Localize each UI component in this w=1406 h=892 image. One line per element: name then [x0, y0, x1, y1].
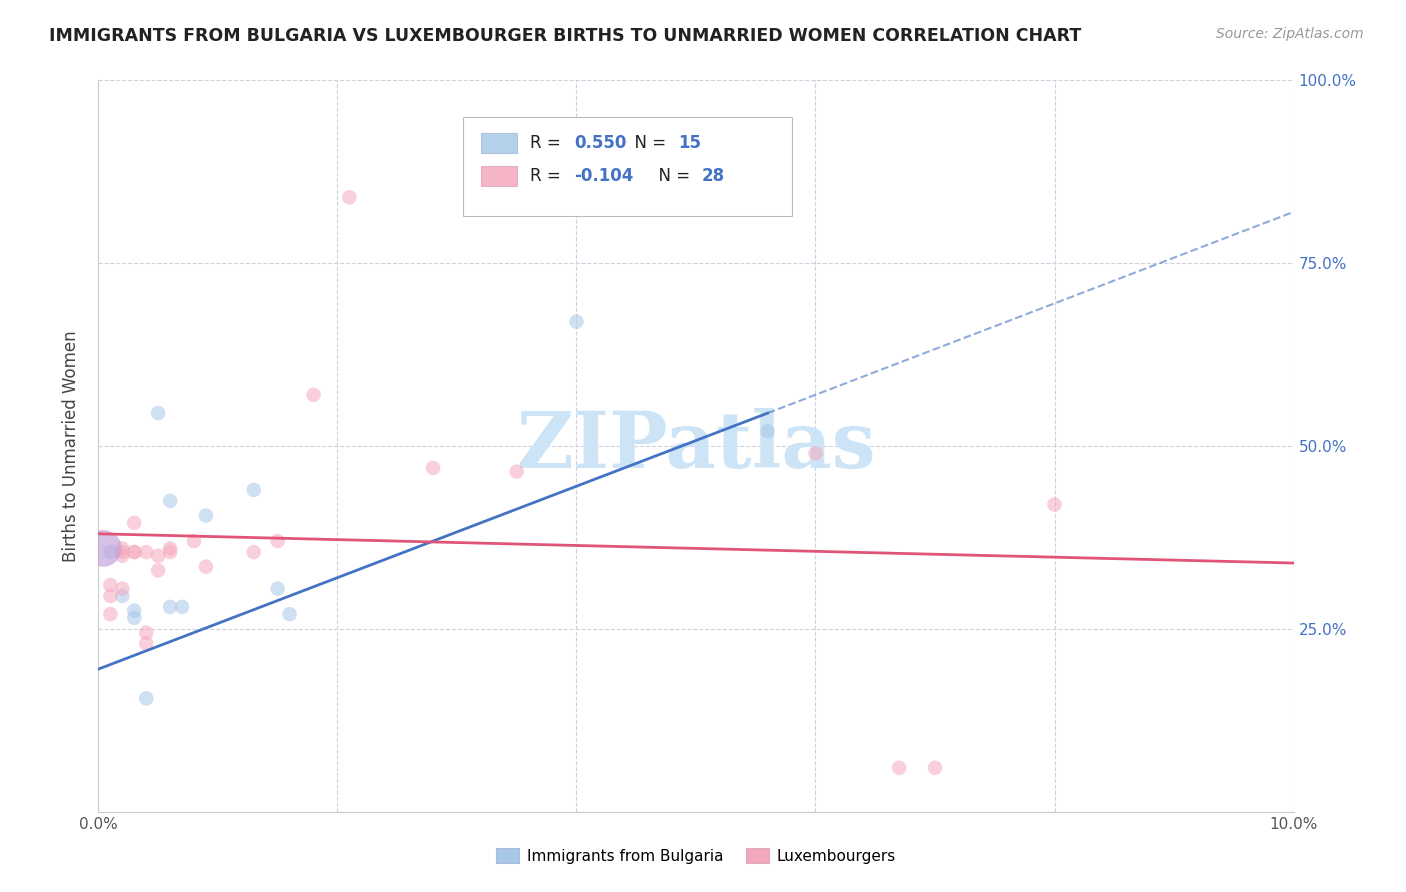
Point [111, 541, 134, 556]
Point [1043, 498, 1066, 512]
Point [302, 388, 325, 402]
Text: N =: N = [648, 167, 696, 186]
Point [111, 589, 134, 603]
Point [756, 425, 779, 439]
FancyBboxPatch shape [481, 166, 517, 186]
Point [98, 607, 122, 622]
Y-axis label: Births to Unmarried Women: Births to Unmarried Women [62, 330, 80, 562]
Point [98, 578, 122, 592]
Point [98, 589, 122, 603]
Point [124, 603, 146, 617]
Point [924, 761, 946, 775]
Point [111, 549, 134, 563]
FancyBboxPatch shape [463, 117, 792, 216]
Point [159, 494, 181, 508]
Text: R =: R = [530, 134, 565, 153]
Text: 28: 28 [702, 167, 725, 186]
Point [889, 761, 911, 775]
Point [195, 508, 218, 523]
Point [339, 190, 361, 204]
Point [267, 582, 290, 596]
Point [565, 315, 588, 329]
Point [124, 545, 146, 559]
Point [267, 534, 290, 549]
Point [111, 582, 134, 596]
Text: R =: R = [530, 167, 565, 186]
Point [278, 607, 301, 622]
Point [98, 545, 122, 559]
Point [243, 545, 266, 559]
Point [159, 599, 181, 614]
Point [804, 446, 827, 460]
Text: -0.104: -0.104 [574, 167, 634, 186]
Point [159, 541, 181, 556]
Point [148, 406, 170, 420]
Legend: Immigrants from Bulgaria, Luxembourgers: Immigrants from Bulgaria, Luxembourgers [489, 842, 903, 870]
Point [422, 461, 444, 475]
FancyBboxPatch shape [481, 133, 517, 153]
Text: ZIPatlas: ZIPatlas [516, 408, 876, 484]
Point [135, 691, 157, 706]
Point [135, 625, 157, 640]
Text: IMMIGRANTS FROM BULGARIA VS LUXEMBOURGER BIRTHS TO UNMARRIED WOMEN CORRELATION C: IMMIGRANTS FROM BULGARIA VS LUXEMBOURGER… [49, 27, 1081, 45]
Point [506, 465, 529, 479]
Text: 15: 15 [678, 134, 702, 153]
Point [124, 516, 146, 530]
Point [148, 549, 170, 563]
Point [91, 541, 114, 556]
Text: 0.550: 0.550 [574, 134, 627, 153]
Point [183, 534, 205, 549]
Point [111, 545, 134, 559]
Point [195, 559, 218, 574]
Point [135, 636, 157, 650]
Text: Source: ZipAtlas.com: Source: ZipAtlas.com [1216, 27, 1364, 41]
Point [159, 545, 181, 559]
Point [243, 483, 266, 497]
Point [124, 611, 146, 625]
Point [124, 545, 146, 559]
Point [172, 599, 194, 614]
Text: N =: N = [624, 134, 672, 153]
Point [148, 563, 170, 577]
Point [135, 545, 157, 559]
